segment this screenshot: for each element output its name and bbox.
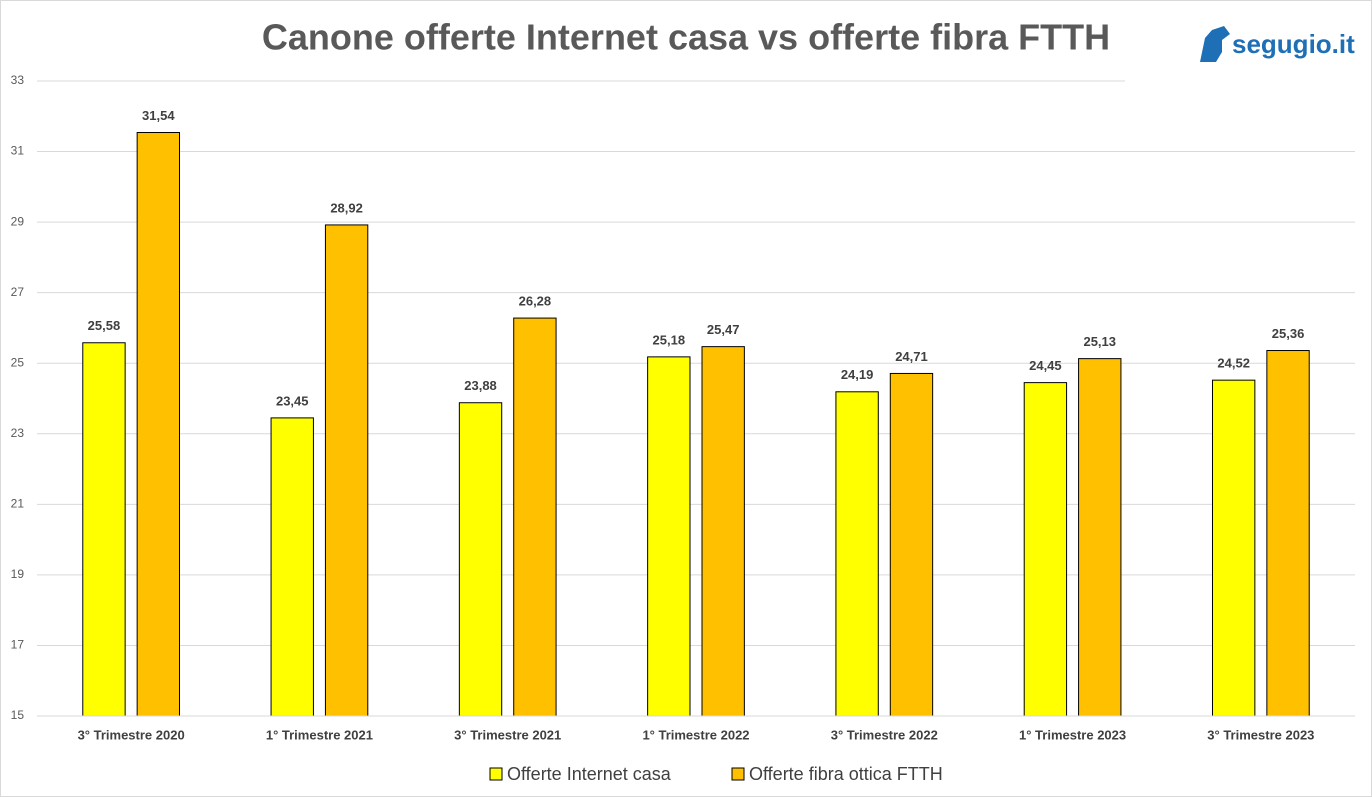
bar [835, 391, 879, 717]
value-label: 25,18 [653, 332, 686, 347]
y-tick-label: 27 [11, 285, 25, 299]
bar [647, 356, 691, 717]
logo-icon [1200, 26, 1230, 62]
bar [701, 346, 745, 717]
y-tick-label: 23 [11, 426, 25, 440]
legend-label: Offerte Internet casa [507, 764, 672, 784]
value-label: 24,52 [1217, 356, 1250, 371]
bar [889, 372, 934, 717]
bar [513, 317, 557, 717]
x-tick-label: 1° Trimestre 2022 [642, 727, 749, 742]
value-label: 24,71 [895, 349, 928, 364]
value-label: 25,13 [1083, 334, 1116, 349]
bar [458, 402, 503, 717]
value-label: 28,92 [330, 200, 363, 215]
y-tick-label: 19 [11, 567, 25, 581]
value-label: 26,28 [519, 294, 552, 309]
value-label: 24,45 [1029, 358, 1062, 373]
x-tick-label: 3° Trimestre 2021 [454, 727, 561, 742]
value-label: 25,47 [707, 322, 740, 337]
x-tick-label: 1° Trimestre 2021 [266, 727, 373, 742]
y-tick-label: 15 [11, 708, 25, 722]
value-label: 23,45 [276, 393, 309, 408]
bar [1023, 382, 1068, 717]
legend-label: Offerte fibra ottica FTTH [749, 764, 943, 784]
bar [270, 417, 314, 717]
logo-text: segugio.it [1232, 29, 1355, 59]
y-tick-label: 25 [11, 355, 25, 369]
legend-swatch [489, 767, 503, 781]
y-tick-label: 31 [11, 144, 25, 158]
value-label: 23,88 [464, 378, 497, 393]
logo: segugio.it [1200, 26, 1355, 62]
y-tick-label: 17 [11, 638, 25, 652]
x-tick-label: 1° Trimestre 2023 [1019, 727, 1126, 742]
x-tick-label: 3° Trimestre 2020 [78, 727, 185, 742]
bar [1266, 350, 1310, 717]
value-label: 24,19 [841, 367, 874, 382]
bar [136, 132, 181, 717]
bar [1078, 358, 1122, 717]
y-tick-label: 33 [11, 73, 25, 87]
bar [82, 342, 126, 717]
legend-swatch [731, 767, 745, 781]
y-tick-label: 29 [11, 214, 25, 228]
value-label: 25,58 [88, 318, 121, 333]
x-tick-label: 3° Trimestre 2022 [831, 727, 938, 742]
value-label: 25,36 [1272, 326, 1305, 341]
bar [324, 224, 369, 717]
bar [1211, 379, 1256, 717]
x-tick-label: 3° Trimestre 2023 [1207, 727, 1314, 742]
value-label: 31,54 [142, 108, 175, 123]
y-tick-label: 21 [11, 497, 25, 511]
chart-title: Canone offerte Internet casa vs offerte … [262, 17, 1110, 58]
